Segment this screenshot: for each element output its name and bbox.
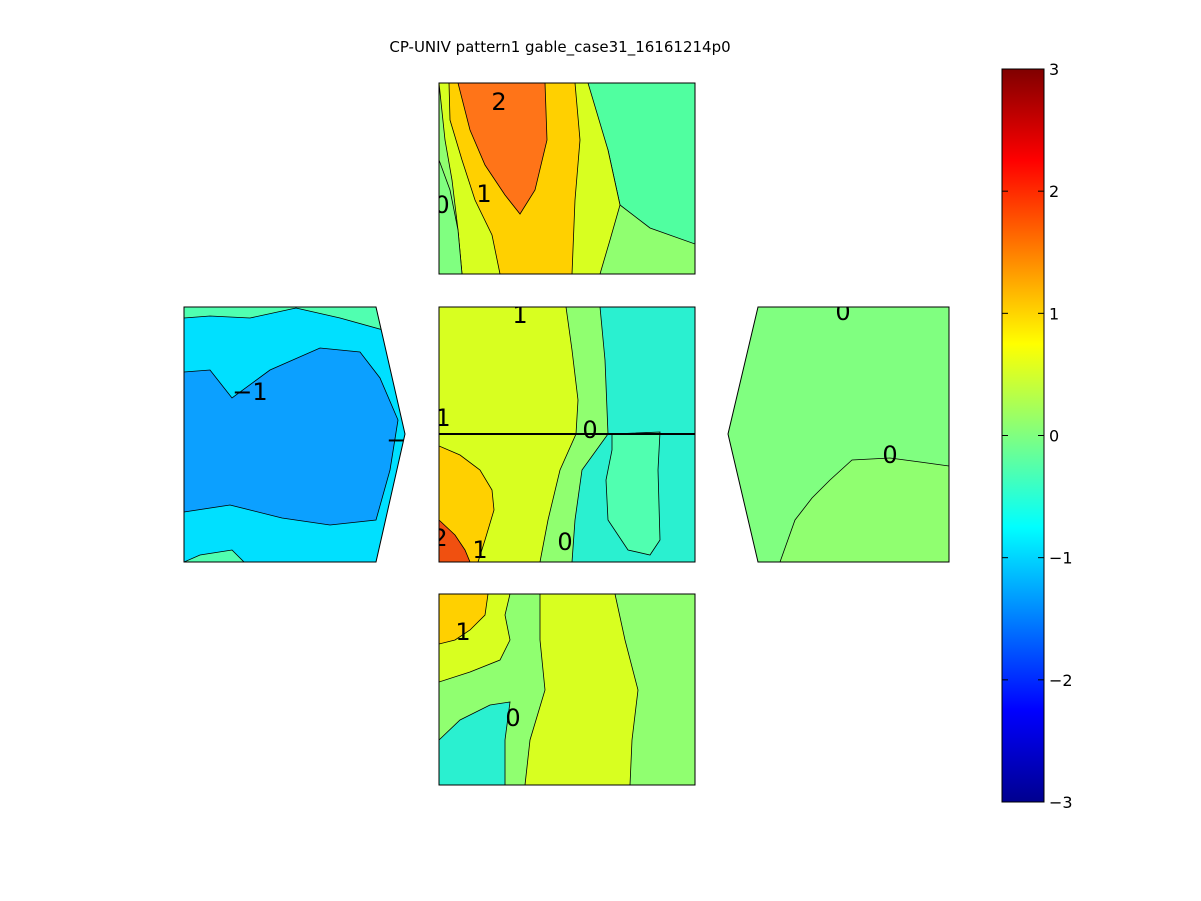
contour-label: −1 [386,426,421,454]
contour-label: 1 [472,536,487,564]
colorbar-tick-label: 0 [1049,427,1059,446]
contour-label: 0 [505,704,520,732]
panel-center: 1 1 0 2 1 0 [432,301,695,564]
colorbar-tick-label: −3 [1049,793,1073,812]
colorbar-tick-label: 1 [1049,304,1059,323]
panel-left: −1 −1 [184,307,421,562]
panel-top: 2 1 0 [434,83,695,274]
panel-bottom: 1 0 [439,594,695,785]
panel-bottom-frame [438,593,696,786]
contour-label: 1 [455,618,470,646]
contour-label: 0 [582,416,597,444]
colorbar-tick-label: −2 [1049,671,1073,690]
contour-label: 2 [491,88,506,116]
colorbar-tick-label: 2 [1049,182,1059,201]
colorbar: 3 2 1 0 −1 −2 −3 [1001,60,1073,812]
contour-label: 0 [557,528,572,556]
contour-label: 0 [434,191,449,219]
panel-top-frame [438,82,696,275]
contour-label: 1 [512,301,527,329]
colorbar-scale [1001,68,1045,803]
colorbar-tick-label: 3 [1049,60,1059,79]
colorbar-tick-label: −1 [1049,549,1073,568]
chart-title: CP-UNIV pattern1 gable_case31_16161214p0 [389,38,730,57]
panel-right: 0 0 [728,298,949,562]
contour-label: 0 [882,441,897,469]
contour-label: 0 [835,298,850,326]
contour-label: 2 [432,524,447,552]
contour-label: −1 [232,378,267,406]
colorbar-ticks: 3 2 1 0 −1 −2 −3 [1002,60,1073,812]
contour-label: 1 [476,180,491,208]
panel-right-frame [727,306,950,563]
panel-left-frame [183,306,406,563]
contour-label: 1 [435,404,450,432]
